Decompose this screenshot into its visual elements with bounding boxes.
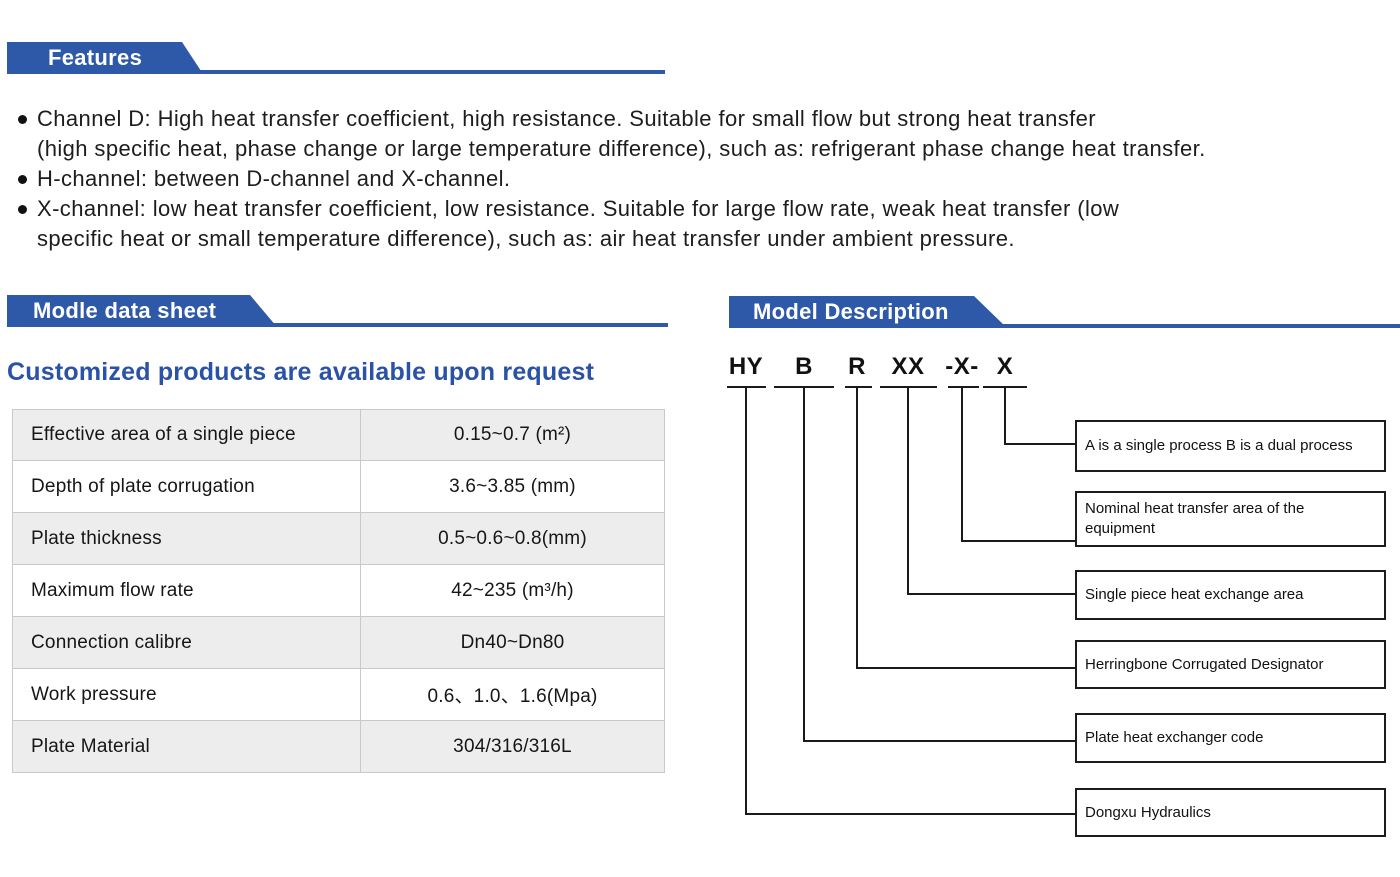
bullet-dot <box>18 175 27 184</box>
model-label-text: Dongxu Hydraulics <box>1085 803 1211 821</box>
table-row: Work pressure 0.6、1.0、1.6(Mpa) <box>12 669 665 721</box>
bullet-line: H-channel: between D-channel and X-chann… <box>37 166 511 191</box>
bullet-item: H-channel: between D-channel and X-chann… <box>18 164 1400 194</box>
row-label: Effective area of a single piece <box>13 410 361 460</box>
model-label-box: A is a single process B is a dual proces… <box>1075 420 1386 472</box>
features-underline <box>7 70 665 74</box>
code-connector-hline <box>856 667 1075 669</box>
code-connector-hline <box>803 740 1075 742</box>
model-label-box: Dongxu Hydraulics <box>1075 788 1386 837</box>
model-label-text: A is a single process B is a dual proces… <box>1085 437 1353 454</box>
table-row: Connection calibre Dn40~Dn80 <box>12 617 665 669</box>
code-connector-vline <box>1004 387 1006 445</box>
code-connector-vline <box>961 387 963 542</box>
row-label: Depth of plate corrugation <box>13 461 361 512</box>
code-tick-line <box>845 386 872 388</box>
model-code-segment: B <box>795 353 813 380</box>
model-code-segment: XX <box>891 353 925 380</box>
row-label: Plate Material <box>13 721 361 772</box>
model-label-box: Herringbone Corrugated Designator <box>1075 640 1386 689</box>
code-connector-hline <box>961 540 1075 542</box>
table-row: Plate Material 304/316/316L <box>12 721 665 773</box>
row-value: 0.15~0.7 (m²) <box>453 424 572 445</box>
customized-heading: Customized products are available upon r… <box>7 358 595 386</box>
table-row: Plate thickness 0.5~0.6~0.8(mm) <box>12 513 665 565</box>
row-label: Maximum flow rate <box>13 565 361 616</box>
bullet-item: Channel D: High heat transfer coefficien… <box>18 104 1400 164</box>
code-connector-vline <box>907 387 909 595</box>
code-connector-hline <box>1004 443 1075 445</box>
model-banner-title: Model Description <box>753 299 949 324</box>
row-value: 3.6~3.85 (mm) <box>449 475 576 497</box>
row-label: Plate thickness <box>13 513 361 564</box>
model-underline <box>729 324 1400 328</box>
model-code-segment: HY <box>728 353 764 380</box>
code-connector-hline <box>907 593 1075 595</box>
datasheet-banner-title: Modle data sheet <box>33 298 217 323</box>
datasheet-banner: Modle data sheet <box>7 295 277 327</box>
features-bullet-list: Channel D: High heat transfer coefficien… <box>18 104 1400 254</box>
bullet-dot <box>18 115 27 124</box>
row-label: Connection calibre <box>13 617 361 668</box>
model-code-segment: -X- <box>945 353 979 380</box>
row-value: Dn40~Dn80 <box>460 631 565 653</box>
row-label: Work pressure <box>13 669 361 720</box>
row-value: 42~235 (m³/h) <box>451 579 574 601</box>
table-row: Depth of plate corrugation 3.6~3.85 (mm) <box>12 461 665 513</box>
table-row: Effective area of a single piece 0.15~0.… <box>12 409 665 461</box>
model-label-text: Single piece heat exchange area <box>1085 586 1304 603</box>
bullet-line: specific heat or small temperature diffe… <box>37 226 1015 251</box>
model-label-box: Single piece heat exchange area <box>1075 570 1386 620</box>
model-label-box: Plate heat exchanger code <box>1075 713 1386 763</box>
model-label-text: Herringbone Corrugated Designator <box>1085 655 1324 673</box>
row-value: 0.6、1.0、1.6(Mpa) <box>427 686 598 707</box>
datasheet-underline <box>7 323 668 327</box>
spec-table: Effective area of a single piece 0.15~0.… <box>12 409 665 773</box>
bullet-item: X-channel: low heat transfer coefficient… <box>18 194 1400 254</box>
code-connector-hline <box>745 813 1075 815</box>
model-label-text: Nominal heat transfer area of the equipm… <box>1085 500 1305 537</box>
code-connector-vline <box>803 387 805 742</box>
features-banner: Features <box>7 42 203 74</box>
bullet-line: X-channel: low heat transfer coefficient… <box>37 196 1120 221</box>
features-banner-title: Features <box>48 45 143 70</box>
model-banner: Model Description <box>729 296 1007 328</box>
bullet-line: (high specific heat, phase change or lar… <box>37 136 1206 161</box>
code-connector-vline <box>745 387 747 815</box>
model-label-text: Plate heat exchanger code <box>1085 729 1264 746</box>
code-tick-line <box>948 386 979 388</box>
row-value: 0.5~0.6~0.8(mm) <box>438 527 587 549</box>
row-value: 304/316/316L <box>453 735 572 757</box>
bullet-line: Channel D: High heat transfer coefficien… <box>37 106 1096 131</box>
table-row: Maximum flow rate 42~235 (m³/h) <box>12 565 665 617</box>
model-code-segment: R <box>848 353 866 380</box>
model-code-segment: X <box>996 353 1014 380</box>
code-connector-vline <box>856 387 858 669</box>
model-label-box: Nominal heat transfer area of the equipm… <box>1075 491 1386 547</box>
bullet-dot <box>18 205 27 214</box>
